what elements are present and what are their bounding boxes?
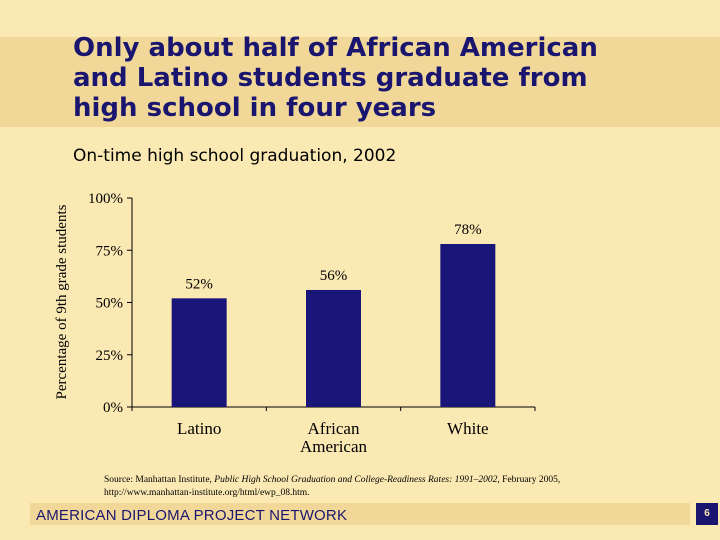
x-category-label: White xyxy=(447,419,489,438)
y-tick-label: 0% xyxy=(103,400,123,416)
x-category-label: Latino xyxy=(177,419,221,438)
source-url: http://www.manhattan-institute.org/html/… xyxy=(104,488,310,498)
source-prefix: Source: Manhattan Institute, xyxy=(104,475,215,485)
bar xyxy=(171,298,227,407)
source-note: Source: Manhattan Institute, Public High… xyxy=(104,474,704,500)
bar xyxy=(306,289,361,407)
page-number: 6 xyxy=(696,503,718,525)
y-axis-title: Percentage of 9th grade students xyxy=(54,204,70,399)
data-label: 78% xyxy=(454,222,482,238)
data-label: 56% xyxy=(320,268,348,284)
source-suffix: , February 2005, xyxy=(497,475,561,485)
source-publication: Public High School Graduation and Colleg… xyxy=(214,475,498,485)
footer-bar xyxy=(30,503,690,525)
x-category-label: American xyxy=(300,437,368,456)
footer-org-name: AMERICAN DIPLOMA PROJECT NETWORK xyxy=(36,507,348,524)
bar xyxy=(440,243,496,407)
slide-title: Only about half of African American and … xyxy=(73,33,713,123)
y-tick-label: 100% xyxy=(88,191,123,207)
data-label: 52% xyxy=(185,276,213,292)
y-tick-label: 75% xyxy=(96,243,124,259)
x-category-label: African xyxy=(308,419,360,438)
y-tick-label: 50% xyxy=(96,296,124,312)
title-band xyxy=(0,37,720,127)
title-line-1: Only about half of African American xyxy=(73,33,598,63)
y-tick-label: 25% xyxy=(96,348,124,364)
title-line-2: and Latino students graduate from xyxy=(73,63,588,93)
title-line-3: high school in four years xyxy=(73,93,437,123)
chart-subtitle: On-time high school graduation, 2002 xyxy=(73,146,397,166)
